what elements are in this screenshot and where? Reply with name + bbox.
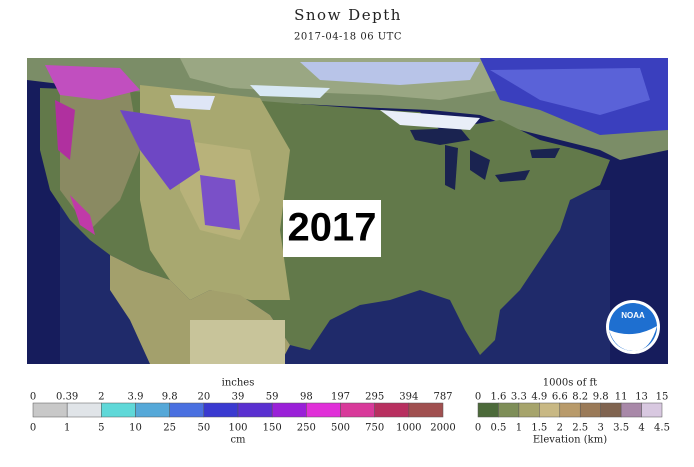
legend-swatch — [408, 402, 444, 418]
legend-swatch — [518, 402, 540, 418]
legend-bottom-label: 100 — [228, 423, 247, 434]
legend-top-label: 394 — [399, 392, 418, 403]
legend-top-label: 39 — [232, 392, 245, 403]
legend-units-top: 1000s of ft — [543, 378, 597, 389]
legend-bottom-label: 5 — [98, 423, 104, 434]
legend-swatch — [477, 402, 499, 418]
legend-bottom-label: 2000 — [430, 423, 455, 434]
legend-bottom-label: 1 — [64, 423, 70, 434]
map — [27, 58, 668, 364]
legend-swatch — [620, 402, 642, 418]
legend-bottom-label: 4.5 — [654, 423, 670, 434]
legend-swatch — [600, 402, 622, 418]
legend-bottom-label: 25 — [163, 423, 176, 434]
legend-swatch — [340, 402, 375, 418]
legend-top-label: 0 — [30, 392, 36, 403]
legend-top-label: 20 — [197, 392, 210, 403]
legend-top-label: 295 — [365, 392, 384, 403]
title: Snow Depth — [294, 6, 402, 24]
legend-bottom-label: 250 — [297, 423, 316, 434]
legend-bottom-label: 150 — [263, 423, 282, 434]
legend-bottom-label: 750 — [365, 423, 384, 434]
legend-swatch — [169, 402, 205, 418]
legend-units-bottom: Elevation (km) — [533, 435, 607, 446]
legend-swatch — [579, 402, 601, 418]
subtitle: 2017-04-18 06 UTC — [294, 32, 402, 43]
legend-swatch — [237, 402, 273, 418]
legend-top-label: 11 — [615, 392, 628, 403]
legend-swatch — [135, 402, 170, 418]
legend-swatch — [374, 402, 410, 418]
legend-swatch — [101, 402, 136, 418]
legend-top-label: 0 — [475, 392, 481, 403]
legend-top-label: 98 — [300, 392, 313, 403]
legend-top-label: 59 — [266, 392, 279, 403]
legend-bottom-label: 50 — [197, 423, 210, 434]
legend-bottom-label: 1000 — [396, 423, 421, 434]
legend-bottom-label: 500 — [331, 423, 350, 434]
legend-bottom-label: 3.5 — [613, 423, 629, 434]
legend-bottom-label: 0 — [475, 423, 481, 434]
legend-top-label: 3.3 — [511, 392, 527, 403]
legend-bottom-label: 2.5 — [572, 423, 588, 434]
legend-top-label: 2 — [98, 392, 104, 403]
legend-bottom-label: 10 — [129, 423, 142, 434]
legend-bottom-label: 4 — [638, 423, 644, 434]
legend-top-label: 787 — [433, 392, 452, 403]
legend-bottom-label: 0.5 — [490, 423, 506, 434]
legend-swatch — [498, 402, 520, 418]
overlay-label: 2017 — [288, 206, 377, 250]
legend-bottom-label: 3 — [597, 423, 603, 434]
legend-bottom-label: 1.5 — [531, 423, 547, 434]
legend-top-label: 15 — [656, 392, 669, 403]
logo-text: NOAA — [621, 311, 645, 320]
legend-bottom-label: 1 — [516, 423, 522, 434]
legend-top-label: 0.39 — [56, 392, 78, 403]
legend-swatch — [271, 402, 307, 418]
legend-top-label: 13 — [635, 392, 648, 403]
legend-bottom-label: 0 — [30, 423, 36, 434]
legend-swatch — [66, 402, 102, 418]
legend-swatch — [32, 402, 68, 418]
legend-swatch — [559, 402, 581, 418]
noaa-logo: NOAA — [606, 300, 660, 354]
legend-swatch — [539, 402, 561, 418]
overlay-box — [283, 200, 381, 257]
legend-top-label: 8.2 — [572, 392, 588, 403]
legend-top-label: 9.8 — [162, 392, 178, 403]
legend-swatch — [203, 402, 239, 418]
legend-swatch — [641, 402, 663, 418]
legend-top-label: 3.9 — [128, 392, 144, 403]
legend-top-label: 1.6 — [490, 392, 506, 403]
legend-top-label: 9.8 — [593, 392, 609, 403]
legend-top-label: 6.6 — [552, 392, 568, 403]
legend-top-label: 4.9 — [531, 392, 547, 403]
legend-top-label: 197 — [331, 392, 350, 403]
legend-swatch — [306, 402, 341, 418]
legend-units-bottom: cm — [230, 435, 246, 446]
legend-units-top: inches — [222, 378, 255, 389]
legend-bottom-label: 2 — [557, 423, 563, 434]
